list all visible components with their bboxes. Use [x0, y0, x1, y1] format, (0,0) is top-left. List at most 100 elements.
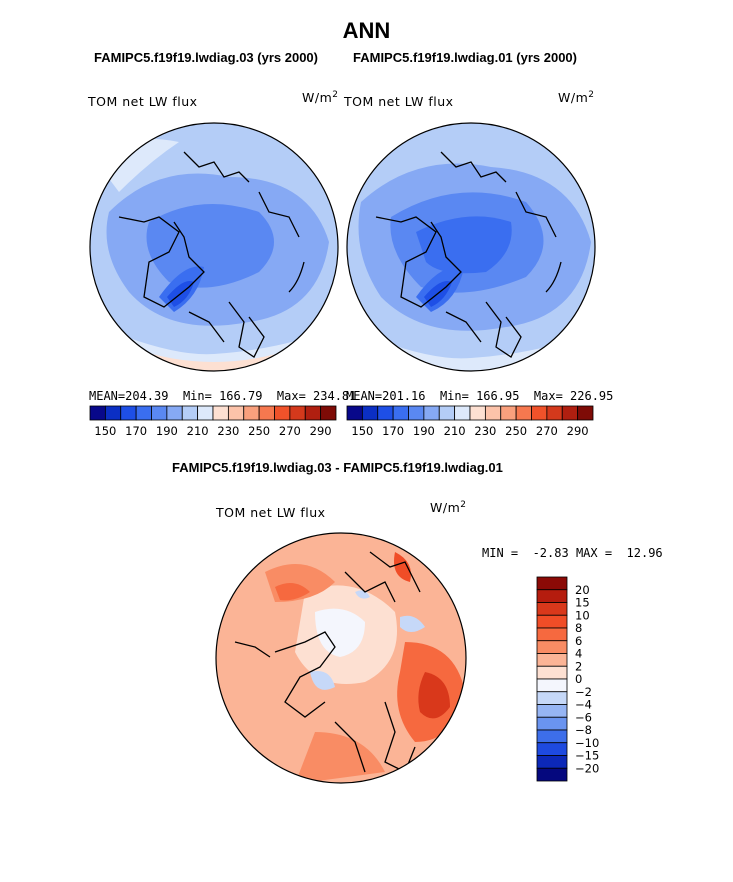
colorbar-tick-label: −10 [575, 736, 599, 750]
panel-1-min-label: Min= [182, 389, 212, 403]
colorbar-swatch [151, 405, 168, 421]
colorbar-swatch [536, 627, 568, 642]
difference-stats: MIN = -2.83 MAX = 12.96 [482, 546, 663, 560]
panel-1-units: W/m2 [302, 90, 338, 105]
colorbar-swatch [515, 405, 532, 421]
colorbar-swatch [361, 405, 379, 421]
colorbar-swatch [454, 405, 471, 421]
colorbar-swatch [536, 716, 568, 731]
colorbar-swatch [243, 405, 260, 421]
colorbar-swatch [536, 640, 568, 654]
colorbar-tick-label: 270 [279, 424, 301, 438]
panel-2-max-label: Max= [533, 389, 563, 403]
colorbar-tick-label: 230 [474, 424, 496, 438]
colorbar-swatch [561, 405, 579, 421]
colorbar-swatch [346, 405, 363, 421]
colorbar-swatch [500, 405, 517, 421]
colorbar-swatch [536, 653, 568, 667]
colorbar-swatch [546, 405, 563, 421]
colorbar-tick-label: −4 [575, 698, 592, 712]
colorbar-swatch [536, 767, 568, 782]
panel-1-stats: MEAN=204.39 Min= 166.79 Max= 234.81 [89, 389, 356, 403]
colorbar-tick-label: 290 [310, 424, 332, 438]
difference-units-exp: 2 [460, 500, 467, 510]
map-panel-2 [346, 122, 596, 372]
colorbar-swatch [197, 405, 214, 421]
colorbar-tick-label: −15 [575, 749, 599, 763]
panel-2-mean: 201.16 [382, 389, 426, 403]
difference-max-label: MAX = [575, 546, 613, 560]
colorbar-swatch [536, 602, 568, 616]
colorbar-tick-label: −6 [575, 710, 592, 724]
colorbar-swatch [536, 614, 568, 629]
colorbar-swatch [320, 405, 337, 421]
colorbar-swatch [536, 589, 568, 603]
colorbar-tick-label: 6 [575, 634, 582, 648]
colorbar-swatch [438, 405, 456, 421]
colorbar-tick-label: 0 [575, 672, 582, 686]
difference-variable-label: TOM net LW flux [216, 505, 326, 520]
colorbar-tick-label: 250 [248, 424, 270, 438]
colorbar-tick-label: 15 [575, 596, 590, 610]
colorbar-tick-label: −8 [575, 723, 592, 737]
colorbar-tick-label: 250 [505, 424, 527, 438]
colorbar-swatch [531, 405, 548, 421]
colorbar-swatch [408, 405, 425, 421]
colorbar-swatch [469, 405, 486, 421]
colorbar-swatch [377, 405, 394, 421]
colorbar-swatch [274, 405, 291, 421]
difference-max: 12.96 [626, 546, 663, 560]
colorbar-swatch [423, 405, 440, 421]
colorbar-tick-label: 210 [187, 424, 209, 438]
panel-2-mean-label: MEAN= [346, 389, 383, 403]
colorbar-tick-label: 210 [444, 424, 466, 438]
colorbar-tick-label: −2 [575, 685, 592, 699]
colorbar-swatch [536, 704, 568, 718]
difference-units-base: W/m [430, 500, 461, 516]
panel-1-mean: 204.39 [125, 389, 169, 403]
colorbar-tick-label: 190 [413, 424, 435, 438]
panel-2-units-exp: 2 [588, 90, 595, 100]
colorbar-tick-label: 290 [567, 424, 589, 438]
colorbar-swatch [304, 405, 322, 421]
panel-2-units: W/m2 [558, 90, 594, 105]
colorbar-swatch [289, 405, 306, 421]
colorbar-swatch [577, 405, 594, 421]
difference-min-label: MIN = [482, 546, 519, 560]
colorbar-swatch [536, 576, 568, 591]
map-difference [215, 532, 467, 784]
colorbar-tick-label: 8 [575, 621, 582, 635]
colorbar-swatch [89, 405, 106, 421]
colorbar-swatch [392, 405, 409, 421]
colorbar-tick-label: 270 [536, 424, 558, 438]
colorbar-swatch [104, 405, 122, 421]
panel-2-variable-label: TOM net LW flux [344, 94, 454, 109]
colorbar-tick-label: 170 [125, 424, 147, 438]
panel-2-stats: MEAN=201.16 Min= 166.95 Max= 226.95 [346, 389, 613, 403]
colorbar-tick-label: 10 [575, 608, 590, 622]
difference-subtitle: FAMIPC5.f19f19.lwdiag.03 - FAMIPC5.f19f1… [172, 460, 503, 475]
panel-1-units-exp: 2 [332, 90, 339, 100]
map-panel-1 [89, 122, 339, 372]
panel-2-units-base: W/m [558, 90, 589, 106]
colorbar-swatch [120, 405, 137, 421]
colorbar-tick-label: 190 [156, 424, 178, 438]
colorbar-swatch [135, 405, 152, 421]
panel-2-min: 166.95 [476, 389, 520, 403]
colorbar-tick-label: 2 [575, 659, 582, 673]
colorbar-swatch [227, 405, 245, 421]
colorbar-tick-label: 150 [94, 424, 116, 438]
colorbar-swatch [166, 405, 183, 421]
colorbar-swatch [181, 405, 199, 421]
colorbar-tick-label: 230 [217, 424, 239, 438]
colorbar-swatch [536, 755, 568, 769]
panel-1-subtitle: FAMIPC5.f19f19.lwdiag.03 (yrs 2000) [94, 50, 318, 65]
difference-min: -2.83 [532, 546, 569, 560]
panel-1-variable-label: TOM net LW flux [88, 94, 198, 109]
colorbar-tick-label: −20 [575, 761, 599, 775]
colorbar-tick-label: 150 [351, 424, 373, 438]
colorbar-swatch [536, 665, 568, 680]
panel-1-max: 234.81 [313, 389, 357, 403]
colorbar-swatch [536, 678, 568, 693]
